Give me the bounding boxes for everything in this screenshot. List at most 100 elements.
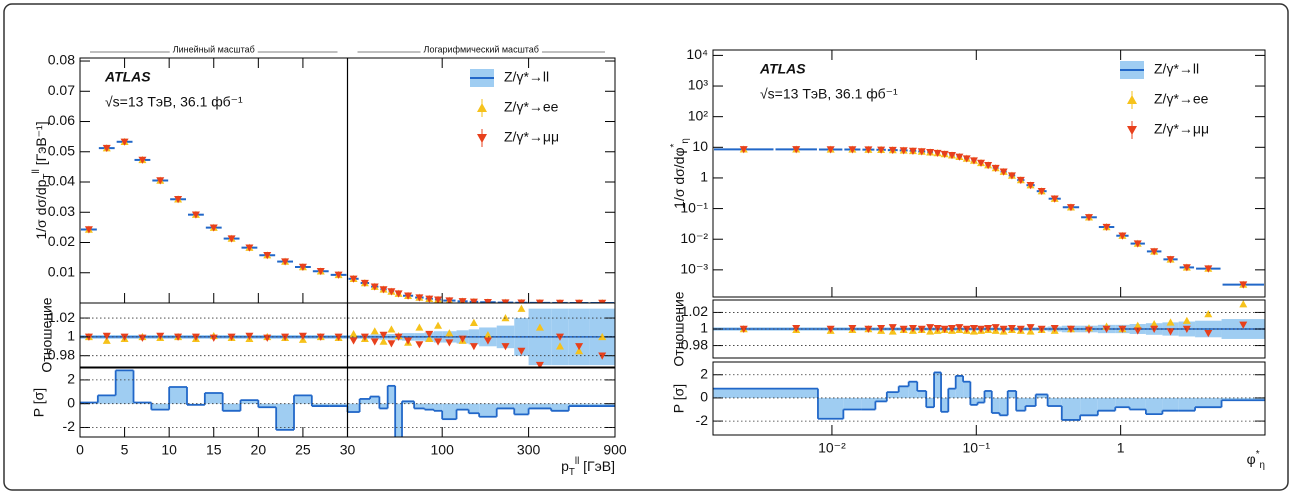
marker [1133,240,1142,248]
pull-bar [991,397,1000,413]
ratio-marker [555,342,564,350]
main-frame [712,49,1266,298]
pull-bar [875,397,887,402]
marker [877,146,886,154]
marker [379,286,388,294]
y-tick-label: 1.02 [48,309,75,325]
marker [899,147,908,155]
marker [394,290,403,298]
marker [908,147,917,155]
label-part: [ГэВ⁻¹] [33,121,49,169]
ratio-marker [1182,325,1191,333]
x-tick-label: 20 [251,442,267,458]
legend-label: Z/γ*→ee [1154,91,1209,107]
ratio-title: Отношение [39,297,55,372]
pull-bar [456,403,469,410]
pull-bar [1162,397,1179,411]
ratio-marker [535,323,544,331]
label-part: 1/σ dσ/dp [33,179,49,239]
ratio-marker [425,334,434,342]
marker [739,146,748,154]
pull-bar [222,403,241,411]
legend-label: Z/γ*→μμ [1154,121,1209,137]
marker [1204,265,1213,273]
marker [370,283,379,291]
x-tick-label: 10 [161,442,177,458]
y-tick-label: 10 [692,138,708,154]
pull-bar [496,403,515,409]
y-tick-label: 0.03 [48,203,75,219]
ratio-marker [415,323,424,331]
ratio-marker [263,334,272,342]
ratio-marker [483,331,492,339]
ratio-marker [864,325,873,333]
pull-bar [963,381,971,398]
marker [984,162,993,170]
x-tick-label: 300 [517,442,541,458]
marker [940,150,949,159]
marker [1016,176,1025,185]
legend-label: Z/γ*→ll [504,69,549,85]
ratio-marker [1239,300,1248,308]
ratio-marker [940,325,949,333]
label-part: p [561,458,569,474]
ratio-marker [877,324,886,333]
ratio-marker [1204,310,1213,318]
pull-bar [713,388,775,398]
pull-bar [169,387,187,404]
marker [138,156,147,164]
pull-bar [1115,397,1130,408]
experiment-label: ATLAS [759,61,806,77]
pull-bar [1007,390,1017,398]
plot-area [713,371,1265,421]
x-tick-label: 10⁻² [818,440,846,456]
ratio-frame [712,299,1266,359]
marker [1102,223,1111,232]
ratio-marker [227,333,236,341]
pull-bar [977,397,985,403]
y-tick-label: 1 [67,328,75,344]
marker [245,244,254,252]
pull-bar [311,403,330,407]
marker [316,268,325,276]
marker [598,299,607,303]
ratio-marker [445,339,454,347]
pull-bar [433,403,443,411]
marker [826,146,835,154]
pull-bar [240,400,259,404]
ratio-marker [501,343,510,351]
ratio-marker [334,333,343,341]
pull-bar [908,381,918,398]
pull-bar [424,403,434,410]
y-tick-label: 1.02 [681,303,708,319]
ratio-marker [387,340,396,348]
marker [387,288,396,296]
ratio-marker [1150,320,1159,328]
y-tick-label: 2 [700,365,708,381]
marker [415,294,424,302]
pull-bar [861,397,876,410]
pull-bar [999,397,1008,416]
y-tick-label: 0.05 [48,142,75,158]
ratio-marker [445,329,454,337]
energy-label: √s=13 ТэВ, 36.1 фб⁻¹ [105,94,243,110]
y-axis-title: 1/σ dσ/dpTll [ГэВ⁻¹] [31,121,53,239]
ratio-marker [404,337,413,345]
marker [425,295,434,303]
marker [792,146,801,154]
pull-bar [370,396,380,404]
ratio-marker [1050,324,1059,333]
ratio-marker [1166,328,1175,336]
y-tick-label: 10⁻³ [680,261,708,277]
ratio-marker [102,332,111,340]
pull-bar [414,403,425,409]
ratio-marker [415,341,424,349]
x-tick-label: 25 [295,442,311,458]
label-part: φ [1247,451,1256,467]
y-tick-label: 10² [688,107,709,123]
label-part: η [1260,460,1265,471]
ratio-marker [575,347,584,355]
ratio-marker [191,333,200,341]
pull-bar [379,403,388,409]
